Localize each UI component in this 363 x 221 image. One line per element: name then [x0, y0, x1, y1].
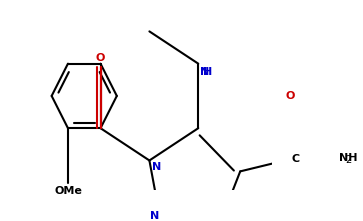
- Text: N: N: [200, 67, 209, 77]
- Text: N: N: [152, 162, 161, 172]
- Text: H: H: [203, 67, 212, 77]
- Text: OMe: OMe: [54, 186, 82, 196]
- Text: O: O: [96, 53, 105, 63]
- Text: N: N: [150, 211, 160, 221]
- Text: C: C: [291, 154, 299, 164]
- Text: NH: NH: [339, 153, 357, 164]
- Text: O: O: [285, 91, 295, 101]
- Text: 2: 2: [346, 155, 352, 165]
